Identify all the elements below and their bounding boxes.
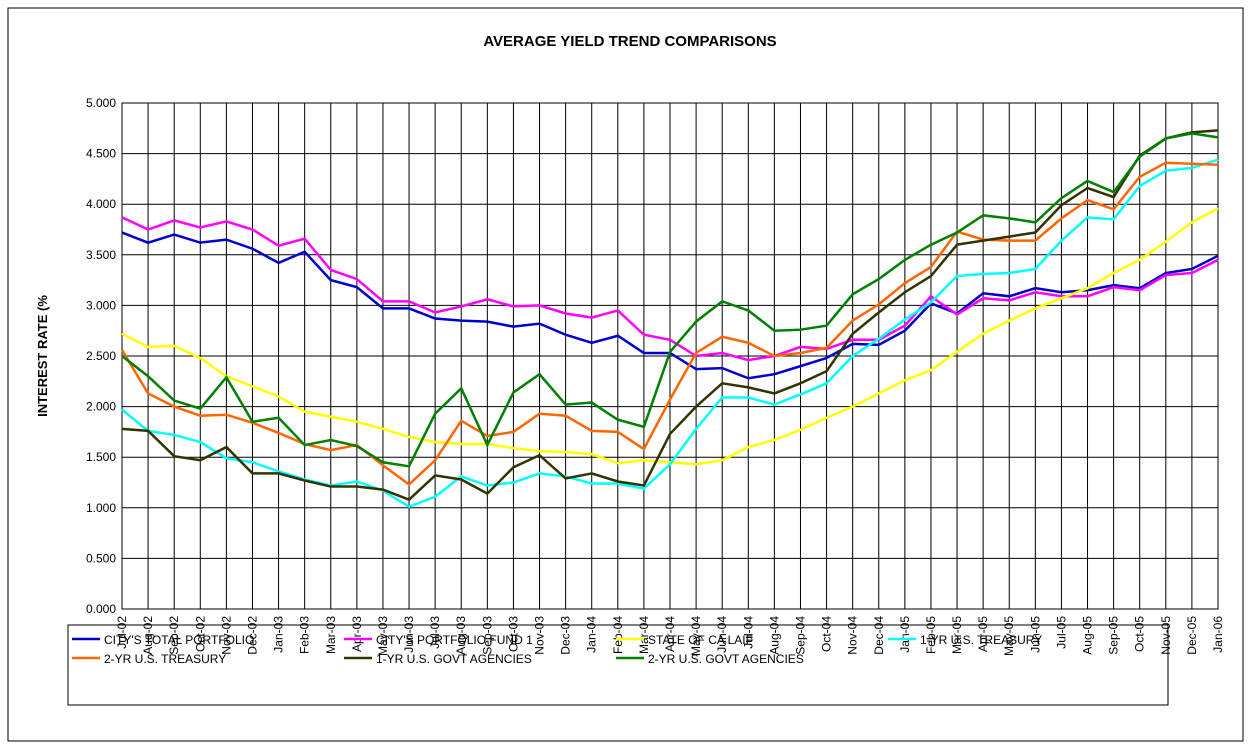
- y-tick-label: 1.000: [86, 501, 116, 515]
- x-tick-label: May-05: [1002, 616, 1016, 656]
- legend-label: 1-YR U.S. GOVT AGENCIES: [376, 652, 532, 666]
- x-tick-label: Apr-04: [663, 616, 677, 652]
- legend-label: 2-YR U.S. TREASURY: [104, 652, 226, 666]
- y-tick-label: 3.000: [86, 298, 116, 312]
- x-tick-label: Nov-03: [533, 616, 547, 655]
- x-tick-label: Apr-05: [976, 616, 990, 652]
- x-tick-label: Dec-05: [1185, 616, 1199, 655]
- x-tick-label: Aug-05: [1081, 616, 1095, 655]
- x-tick-label: Oct-02: [193, 616, 207, 652]
- x-tick-label: Aug-03: [454, 616, 468, 655]
- x-tick-label: Jul-04: [741, 616, 755, 649]
- x-tick-label: Jun-05: [1028, 616, 1042, 653]
- x-tick-label: Jan-05: [898, 616, 912, 653]
- x-tick-label: Jun-04: [715, 616, 729, 653]
- y-tick-label: 1.500: [86, 450, 116, 464]
- x-tick-label: May-03: [376, 616, 390, 656]
- x-tick-label: Sep-05: [1107, 616, 1121, 655]
- x-tick-label: Aug-04: [767, 616, 781, 655]
- x-tick-label: Apr-03: [350, 616, 364, 652]
- x-tick-label: Jan-03: [272, 616, 286, 653]
- x-tick-label: Feb-05: [924, 616, 938, 654]
- legend-label: 1-YR U.S. TREASURY: [920, 633, 1042, 647]
- x-tick-label: May-04: [689, 616, 703, 656]
- x-tick-label: Oct-03: [506, 616, 520, 652]
- x-tick-label: Jun-03: [402, 616, 416, 653]
- x-tick-label: Dec-04: [872, 616, 886, 655]
- series-line: [121, 132, 1219, 468]
- x-tick-label: Jan-04: [585, 616, 599, 653]
- x-tick-label: Jan-06: [1211, 616, 1225, 653]
- chart-title: AVERAGE YIELD TREND COMPARISONS: [483, 33, 776, 50]
- legend-label: 2-YR U.S. GOVT AGENCIES: [648, 652, 804, 666]
- x-tick-label: Dec-02: [245, 616, 259, 655]
- x-tick-label: Feb-04: [611, 616, 625, 654]
- legend-label: CITY'S TOTAL PORTFOLIO: [104, 633, 254, 647]
- y-tick-label: 4.000: [86, 197, 116, 211]
- x-tick-label: Aug-02: [141, 616, 155, 655]
- x-tick-label: Mar-03: [324, 616, 338, 654]
- x-tick-label: Mar-04: [637, 616, 651, 654]
- x-tick-label: Oct-04: [820, 616, 834, 652]
- x-tick-label: Nov-02: [219, 616, 233, 655]
- y-tick-label: 2.000: [86, 400, 116, 414]
- legend-label: STATE OF CA LAIF: [648, 633, 753, 647]
- x-tick-label: Jul-03: [428, 616, 442, 649]
- x-tick-label: Sep-02: [167, 616, 181, 655]
- x-tick-label: Nov-04: [846, 616, 860, 655]
- x-tick-label: Sep-04: [793, 616, 807, 655]
- y-tick-label: 5.000: [86, 96, 116, 110]
- x-tick-label: Dec-03: [559, 616, 573, 655]
- x-tick-label: Sep-03: [480, 616, 494, 655]
- x-tick-label: Oct-05: [1133, 616, 1147, 652]
- x-tick-label: Nov-05: [1159, 616, 1173, 655]
- series-line: [121, 129, 1219, 502]
- y-tick-label: 0.000: [86, 602, 116, 616]
- series-line: [121, 216, 1219, 362]
- y-tick-label: 0.500: [86, 551, 116, 565]
- x-tick-label: Jul-02: [115, 616, 129, 649]
- y-axis-label: INTEREST RATE (%: [35, 295, 50, 417]
- y-tick-label: 2.500: [86, 349, 116, 363]
- x-tick-label: Feb-03: [298, 616, 312, 654]
- y-tick-label: 4.500: [86, 147, 116, 161]
- chart-border: [7, 7, 1244, 742]
- legend-label: CITY'S PORTFOLIO FUND 1: [376, 633, 533, 647]
- x-tick-label: Jul-05: [1054, 616, 1068, 649]
- x-tick-label: Mar-05: [950, 616, 964, 654]
- y-tick-label: 3.500: [86, 248, 116, 262]
